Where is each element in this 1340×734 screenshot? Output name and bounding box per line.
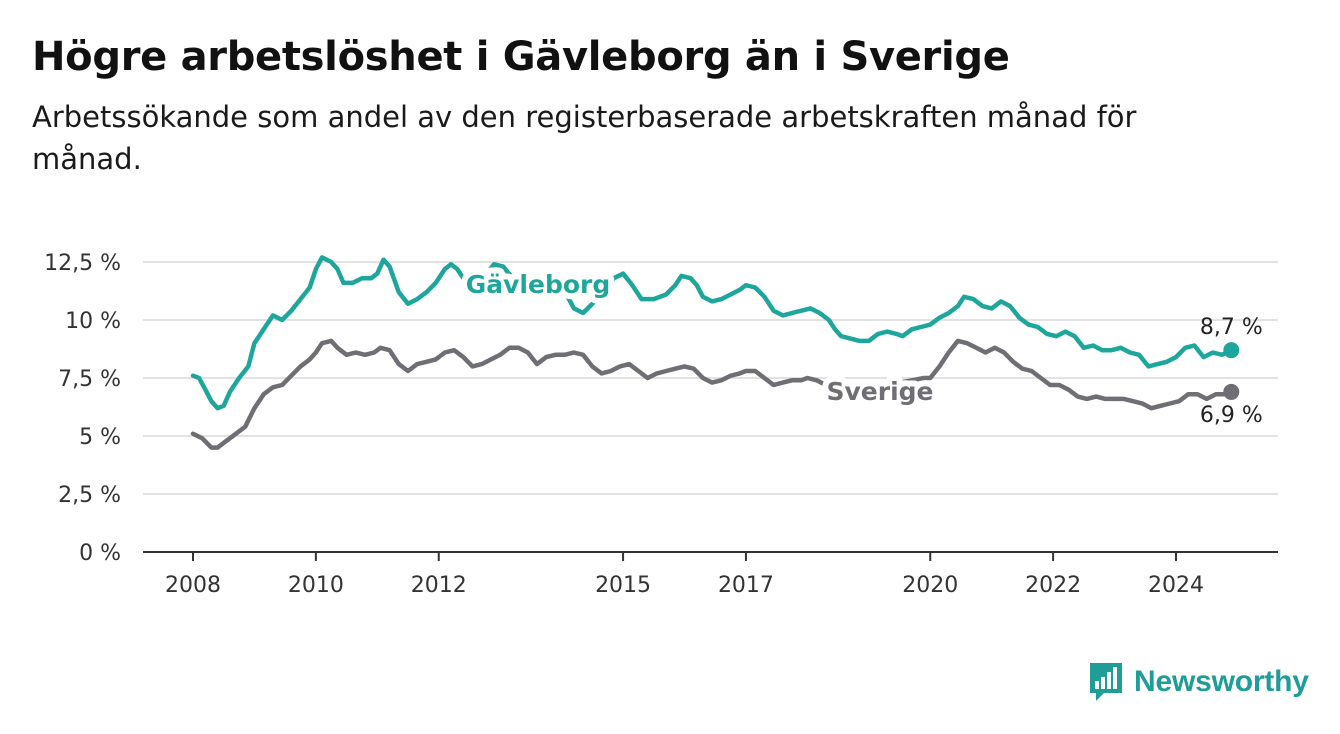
x-tick-label: 2008 bbox=[165, 573, 221, 598]
inline-label-gavleborg-halo: Gävleborg bbox=[466, 270, 611, 299]
end-label-gavleborg: 8,7 % bbox=[1200, 315, 1263, 340]
brand-name: Newsworthy bbox=[1134, 665, 1309, 698]
end-point-gavleborg bbox=[1223, 342, 1240, 359]
end-point-sverige bbox=[1223, 383, 1240, 400]
y-tick-label: 5 % bbox=[79, 425, 121, 450]
series-line-gavleborg bbox=[190, 255, 1234, 411]
series-line-sverige bbox=[190, 338, 1234, 450]
x-tick-label: 2024 bbox=[1148, 573, 1204, 598]
x-tick-label: 2017 bbox=[718, 573, 774, 598]
chart-subtitle: Arbetssökande som andel av den registerb… bbox=[32, 100, 1137, 176]
y-axis: 0 % 2,5 % 5 % 7,5 % 10 % 12,5 % bbox=[44, 251, 121, 566]
inline-label-sverige: Sverige bbox=[826, 377, 933, 406]
inline-label-gavleborg: Gävleborg bbox=[466, 270, 611, 299]
x-tick-label: 2012 bbox=[411, 573, 467, 598]
x-axis: 2008 2010 2012 2015 2017 2020 2022 2024 bbox=[143, 551, 1278, 598]
gridlines bbox=[143, 261, 1278, 495]
x-tick-label: 2010 bbox=[288, 573, 344, 598]
inline-label-sverige-halo: Sverige bbox=[826, 377, 933, 406]
series-lines bbox=[190, 255, 1240, 450]
end-label-sverige: 6,9 % bbox=[1200, 403, 1263, 428]
x-tick-label: 2020 bbox=[902, 573, 958, 598]
x-tick-label: 2015 bbox=[595, 573, 651, 598]
y-tick-label: 7,5 % bbox=[58, 367, 121, 392]
y-tick-label: 10 % bbox=[65, 309, 121, 334]
y-tick-label: 2,5 % bbox=[58, 483, 121, 508]
newsworthy-chart-logo-icon bbox=[1090, 663, 1122, 701]
series-labels: 8,7 %6,9 %GävleborgGävleborgSverigeSveri… bbox=[460, 264, 1263, 428]
x-tick-label: 2022 bbox=[1025, 573, 1081, 598]
y-tick-label: 12,5 % bbox=[44, 251, 121, 276]
chart-title: Högre arbetslöshet i Gävleborg än i Sver… bbox=[32, 34, 1010, 80]
y-tick-label: 0 % bbox=[79, 541, 121, 566]
brand-logo: Newsworthy bbox=[1088, 660, 1309, 704]
